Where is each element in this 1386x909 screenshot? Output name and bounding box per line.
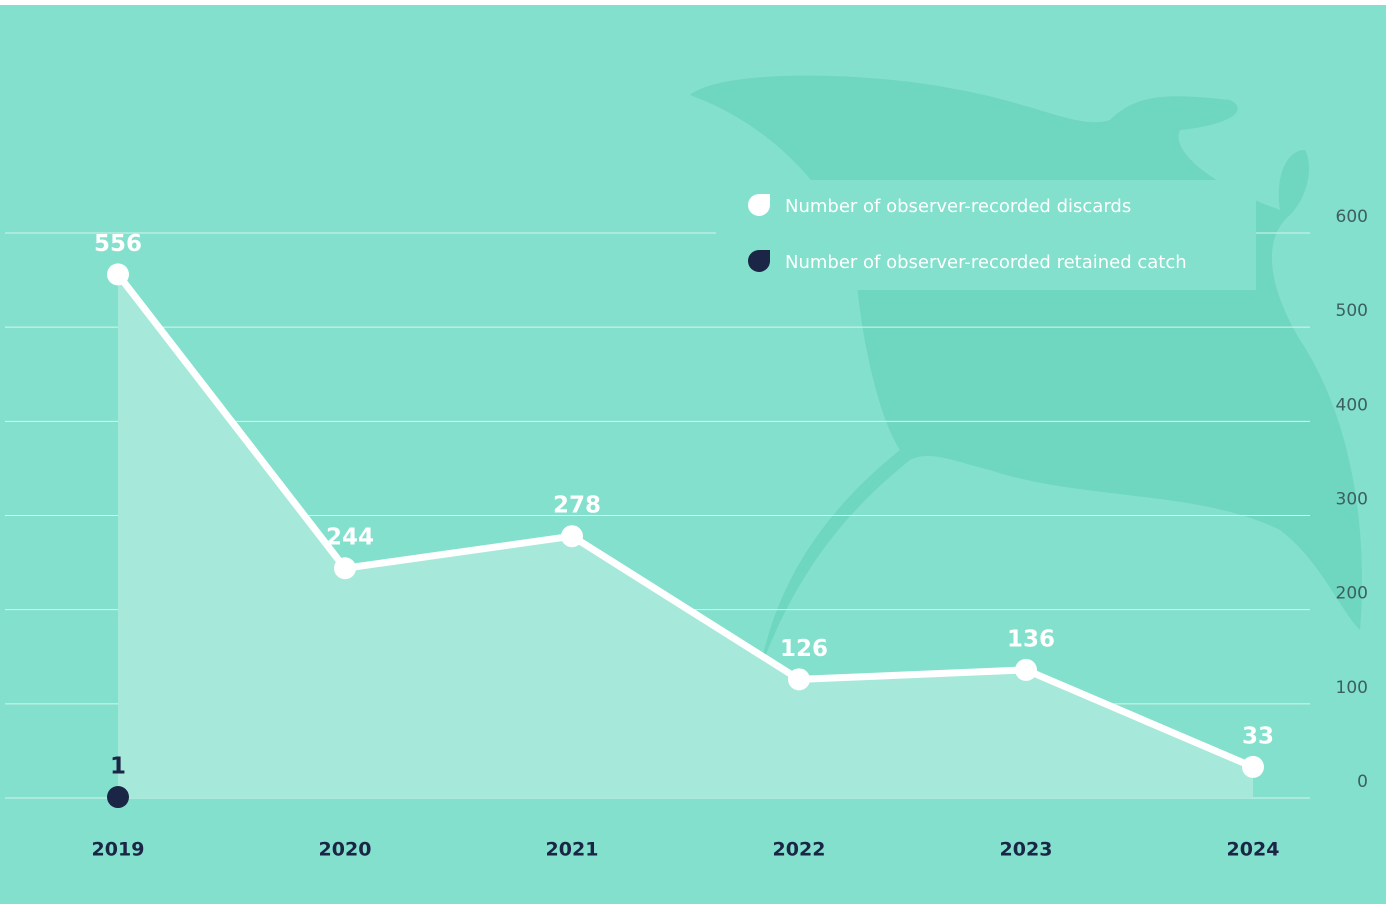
- value-label: 244: [326, 525, 374, 551]
- point: [1242, 756, 1264, 778]
- x-tick-label: 2023: [1000, 839, 1053, 861]
- value-label: 126: [780, 636, 828, 662]
- x-tick-label: 2019: [92, 839, 145, 861]
- value-label: 1: [110, 754, 126, 780]
- point: [107, 786, 129, 808]
- value-label: 556: [94, 231, 142, 257]
- legend-label: Number of observer-recorded discards: [785, 196, 1131, 217]
- y-tick-label: 300: [1336, 490, 1368, 510]
- point: [334, 557, 356, 579]
- legend-marker: [748, 250, 770, 272]
- value-label: 33: [1242, 723, 1274, 749]
- x-tick-label: 2024: [1227, 839, 1280, 861]
- x-tick-label: 2022: [773, 839, 826, 861]
- x-tick-label: 2020: [319, 839, 372, 861]
- y-tick-label: 100: [1336, 678, 1368, 698]
- legend-marker: [748, 194, 770, 216]
- point: [107, 263, 129, 285]
- x-tick-label: 2021: [546, 839, 599, 861]
- point: [788, 668, 810, 690]
- y-tick-label: 600: [1336, 207, 1368, 227]
- point: [1015, 659, 1037, 681]
- y-tick-label: 400: [1336, 395, 1368, 415]
- y-tick-label: 200: [1336, 584, 1368, 604]
- legend-label: Number of observer-recorded retained cat…: [785, 252, 1187, 273]
- y-tick-label: 0: [1357, 772, 1368, 792]
- point: [561, 525, 583, 547]
- y-tick-label: 500: [1336, 301, 1368, 321]
- value-label: 136: [1007, 626, 1055, 652]
- chart: 0 100 200 300 400 500 600 2019 2020 2021 2022 2023…: [0, 0, 1386, 909]
- value-label: 278: [553, 493, 601, 519]
